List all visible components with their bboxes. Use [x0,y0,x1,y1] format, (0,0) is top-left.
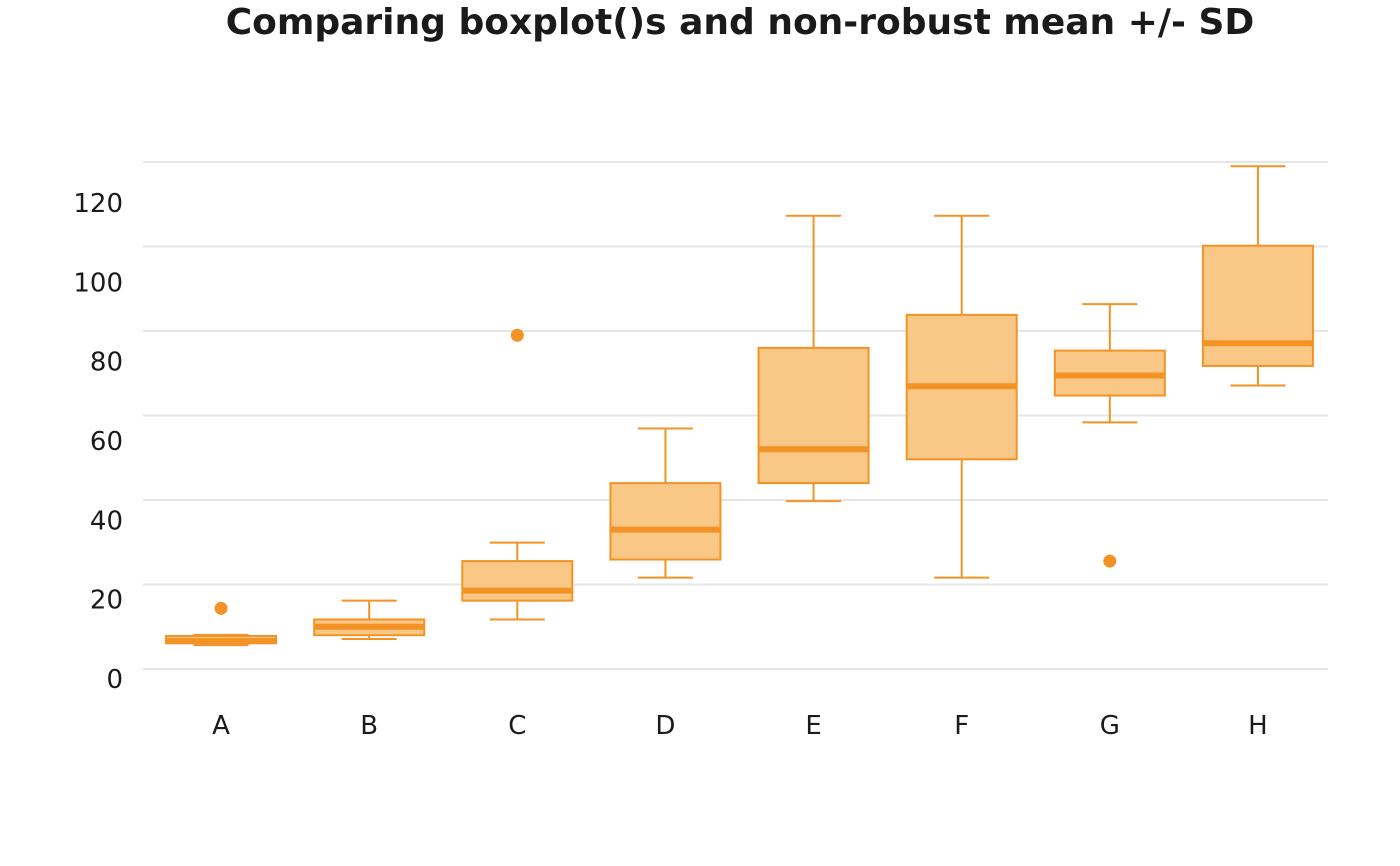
x-tick-label: F [954,711,969,741]
y-tick-label: 20 [90,586,123,616]
box-group [609,427,722,579]
box-group [313,599,426,641]
x-tick-label: C [508,711,526,741]
y-tick-label: 120 [73,189,123,219]
x-tick-label: D [655,711,675,741]
y-tick-label: 40 [90,506,123,536]
box-group [905,214,1018,579]
outlier-point [214,601,228,615]
y-tick-label: 60 [90,427,123,457]
box-iqr [1201,244,1314,367]
box-iqr [609,482,722,561]
x-tick-label: G [1100,711,1120,741]
y-tick-label: 0 [106,665,123,695]
x-tick-label: B [360,711,378,741]
box-group [1053,303,1166,568]
x-tick-label: H [1248,711,1268,741]
x-tick-label: A [212,711,230,741]
chart-title: Comparing boxplot()s and non-robust mean… [225,2,1255,43]
y-tick-label: 100 [73,268,123,298]
outlier-point [510,328,524,342]
x-tick-label: E [805,711,821,741]
box-group [1201,165,1314,387]
box-iqr [757,346,870,485]
box-group [461,328,574,621]
box-group [757,214,870,503]
outlier-point [1103,554,1117,568]
box-group [165,601,278,647]
box-iqr [461,560,574,602]
y-tick-label: 80 [90,348,123,378]
